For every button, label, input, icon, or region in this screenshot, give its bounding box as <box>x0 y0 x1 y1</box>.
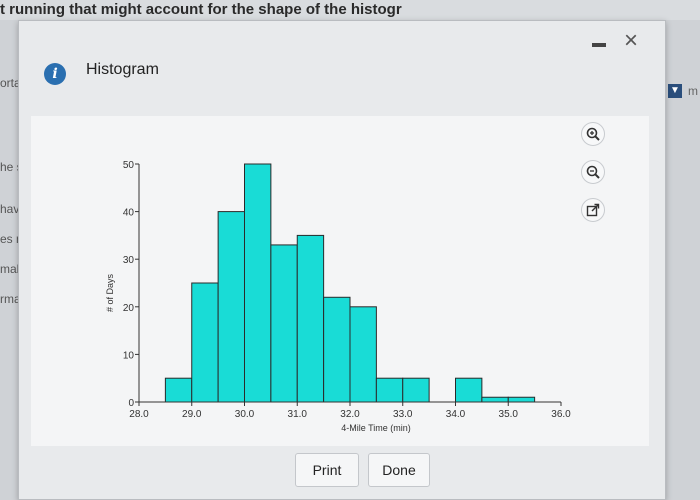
popout-icon[interactable] <box>581 198 605 222</box>
histogram-bar <box>323 296 351 403</box>
x-axis-label: 4-Mile Time (min) <box>341 423 411 433</box>
info-icon: i <box>44 63 66 85</box>
y-tick-label: 40 <box>123 208 135 219</box>
background-dropdown-arrow-icon[interactable]: ▼ <box>668 84 682 98</box>
histogram-bar <box>481 396 509 403</box>
dialog-header: i Histogram × <box>19 21 665 91</box>
close-icon[interactable]: × <box>623 27 638 54</box>
x-tick-label: 35.0 <box>499 409 519 420</box>
plot-area: 0 10 20 30 40 50 28.0 29.0 30.0 31.0 32.0 33.0 34.0 3… <box>31 116 649 446</box>
histogram-dialog: i Histogram × 0 10 20 30 40 50 28.0 29.0 30.0 31.… <box>18 20 666 500</box>
background-fragment: orta <box>0 76 21 90</box>
x-tick-label: 33.0 <box>393 409 413 420</box>
histogram-bar <box>296 234 325 403</box>
background-question-text: t running that might account for the sha… <box>0 0 700 20</box>
histogram-bar <box>270 244 298 403</box>
x-tick-label: 28.0 <box>129 409 149 420</box>
histogram-chart: 0 10 20 30 40 50 28.0 29.0 30.0 31.0 32.0 33.0 34.0 3… <box>105 160 571 433</box>
histogram-bar <box>507 396 536 403</box>
y-tick-label: 30 <box>123 255 135 266</box>
zoom-out-icon[interactable] <box>581 160 605 184</box>
x-tick-label: 30.0 <box>235 409 255 420</box>
histogram-bar <box>244 163 272 403</box>
y-tick-label: 50 <box>123 160 135 171</box>
y-tick-label: 20 <box>123 303 135 314</box>
y-axis-label: # of Days <box>105 273 115 312</box>
x-tick-label: 36.0 <box>551 409 571 420</box>
histogram-bar <box>217 211 245 403</box>
histogram-bar <box>349 306 377 403</box>
minimize-button[interactable] <box>592 43 606 47</box>
done-button[interactable]: Done <box>368 453 430 487</box>
zoom-in-icon[interactable] <box>581 122 605 146</box>
background-fragment: m <box>688 84 698 98</box>
x-tick-label: 34.0 <box>446 409 466 420</box>
histogram-bar <box>455 377 483 403</box>
histogram-bar <box>164 377 193 403</box>
print-button[interactable]: Print <box>295 453 359 487</box>
dialog-title: Histogram <box>86 61 159 78</box>
histogram-bar <box>402 377 430 403</box>
y-tick-label: 10 <box>123 350 135 361</box>
histogram-bar <box>375 377 404 403</box>
background-fragment: he s <box>0 160 23 174</box>
x-tick-label: 31.0 <box>288 409 308 420</box>
y-tick-label: 0 <box>128 398 134 409</box>
x-tick-label: 29.0 <box>182 409 202 420</box>
x-tick-label: 32.0 <box>340 409 360 420</box>
histogram-bar <box>191 282 219 403</box>
